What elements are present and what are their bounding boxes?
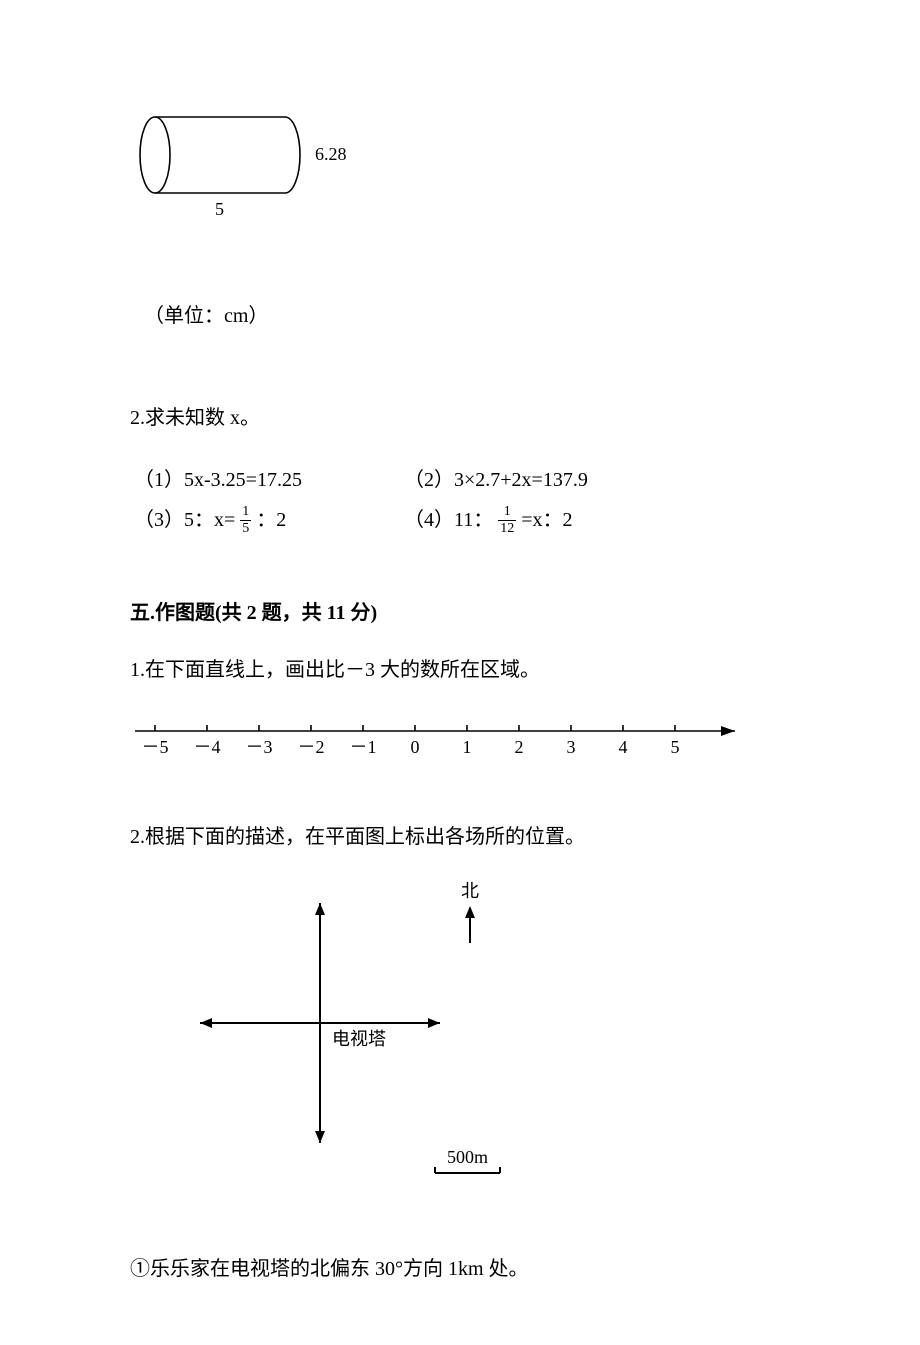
svg-text:－4: －4 bbox=[194, 737, 221, 757]
q2-title: 2.求未知数 x。 bbox=[130, 402, 790, 434]
numberline-figure: －5 －4 －3 －2 －1 0 1 2 3 4 5 bbox=[130, 711, 790, 781]
eq3-suffix: ：2 bbox=[251, 509, 286, 531]
eq4-suffix: =x：2 bbox=[516, 509, 572, 531]
cross-figure: 电视塔 北 500m bbox=[170, 873, 790, 1213]
eq3-prefix: （3）5：x= bbox=[134, 509, 240, 531]
eq4-den: 12 bbox=[498, 521, 516, 536]
svg-text:2: 2 bbox=[515, 737, 524, 757]
eq3-frac: 15 bbox=[240, 505, 251, 536]
svg-text:电视塔: 电视塔 bbox=[332, 1029, 386, 1049]
numberline-svg: －5 －4 －3 －2 －1 0 1 2 3 4 5 bbox=[130, 711, 790, 766]
svg-text:北: 北 bbox=[461, 881, 479, 901]
eq2: （2）3×2.7+2x=137.9 bbox=[404, 464, 588, 496]
svg-text:－3: －3 bbox=[246, 737, 273, 757]
svg-text:4: 4 bbox=[619, 737, 628, 757]
cylinder-height-label: 6.28 bbox=[315, 144, 347, 164]
svg-text:500m: 500m bbox=[447, 1147, 488, 1167]
svg-text:1: 1 bbox=[463, 737, 472, 757]
eq-row-1: （1）5x-3.25=17.25 （2）3×2.7+2x=137.9 bbox=[134, 464, 790, 496]
eq3: （3）5：x= 15 ：2 bbox=[134, 504, 404, 537]
eq4-prefix: （4）11： bbox=[404, 509, 498, 531]
cylinder-length-label: 5 bbox=[215, 199, 224, 219]
cylinder-figure: 6.28 5 bbox=[130, 100, 790, 240]
svg-text:－2: －2 bbox=[298, 737, 325, 757]
cross-svg: 电视塔 北 500m bbox=[170, 873, 610, 1203]
eq1: （1）5x-3.25=17.25 bbox=[134, 464, 404, 496]
q5-1: 1.在下面直线上，画出比－3 大的数所在区域。 bbox=[130, 654, 790, 686]
eq4-frac: 112 bbox=[498, 505, 516, 536]
eq3-den: 5 bbox=[240, 521, 251, 536]
eq3-num: 1 bbox=[240, 505, 251, 521]
svg-text:5: 5 bbox=[671, 737, 680, 757]
eq-row-2: （3）5：x= 15 ：2 （4）11： 112 =x：2 bbox=[134, 504, 790, 537]
section5-header: 五.作图题(共 2 题，共 11 分) bbox=[130, 597, 790, 629]
unit-text: （单位：cm） bbox=[144, 300, 790, 332]
eq4-num: 1 bbox=[498, 505, 516, 521]
eq4: （4）11： 112 =x：2 bbox=[404, 504, 573, 537]
cylinder-svg: 6.28 5 bbox=[130, 100, 450, 220]
svg-text:3: 3 bbox=[567, 737, 576, 757]
q5-2-item1: ①乐乐家在电视塔的北偏东 30°方向 1km 处。 bbox=[130, 1253, 790, 1285]
svg-text:－1: －1 bbox=[350, 737, 377, 757]
svg-text:0: 0 bbox=[411, 737, 420, 757]
q5-2: 2.根据下面的描述，在平面图上标出各场所的位置。 bbox=[130, 821, 790, 853]
svg-text:－5: －5 bbox=[142, 737, 169, 757]
